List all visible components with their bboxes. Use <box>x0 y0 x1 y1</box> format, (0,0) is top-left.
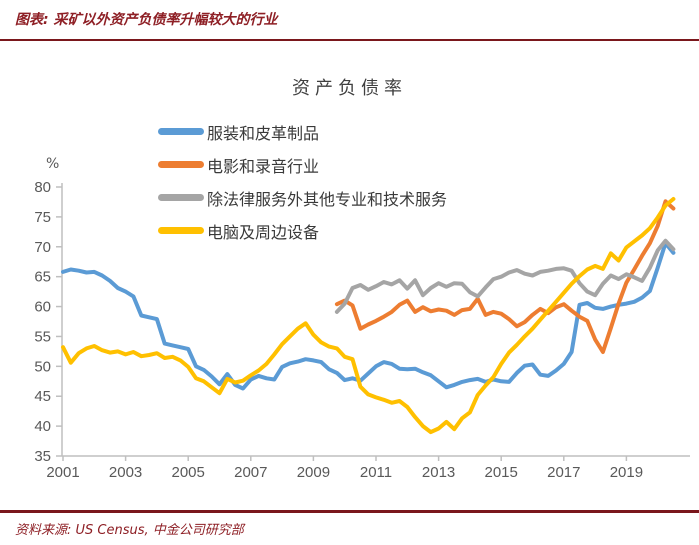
legend-swatch-icon <box>158 194 204 201</box>
figure-header-title: 图表: 采矿以外资产负债率升幅较大的行业 <box>15 12 278 28</box>
y-tick-label: 60 <box>34 299 51 316</box>
legend-swatch-icon <box>158 128 204 135</box>
x-tick-label: 2017 <box>547 464 580 481</box>
x-tick-label: 2011 <box>360 464 392 481</box>
source-note: 资料来源: US Census, 中金公司研究部 <box>15 523 244 538</box>
legend-label: 电脑及周边设备 <box>207 222 320 242</box>
legend-label: 服装和皮革制品 <box>207 123 320 143</box>
y-tick-label: 40 <box>34 418 51 435</box>
legend-swatch-icon <box>158 227 204 234</box>
series-line-3 <box>61 197 676 435</box>
y-tick-label: 80 <box>34 179 51 196</box>
y-tick-label: 50 <box>34 358 51 375</box>
series-line-0 <box>61 241 676 391</box>
y-tick-label: 75 <box>34 209 51 226</box>
y-tick-label: 65 <box>34 269 51 286</box>
x-tick-label: 2005 <box>172 464 205 481</box>
series-line-1 <box>334 199 676 354</box>
legend-label: 除法律服务外其他专业和技术服务 <box>207 189 448 209</box>
x-tick-label: 2003 <box>109 464 142 481</box>
series-line-2 <box>334 238 676 314</box>
y-axis-unit-label: % <box>46 156 60 172</box>
chart-legend: 服装和皮革制品 电影和录音行业除法律服务外其他专业和技术服务 电脑及周边设备 <box>158 115 447 247</box>
x-tick-label: 2013 <box>422 464 455 481</box>
legend-item-2: 除法律服务外其他专业和技术服务 <box>158 181 447 214</box>
x-tick-label: 2001 <box>46 464 79 481</box>
legend-item-3: 电脑及周边设备 <box>158 214 447 247</box>
x-tick-label: 2007 <box>234 464 267 481</box>
y-tick-label: 35 <box>34 448 51 465</box>
x-tick-label: 2009 <box>297 464 330 481</box>
legend-swatch-icon <box>158 161 204 168</box>
x-tick-label: 2019 <box>610 464 643 481</box>
footer-divider <box>0 510 699 513</box>
header-divider <box>0 39 699 41</box>
legend-item-1: 电影和录音行业 <box>158 148 447 181</box>
y-tick-label: 45 <box>34 388 51 405</box>
legend-label: 电影和录音行业 <box>207 156 320 176</box>
x-tick-label: 2015 <box>485 464 518 481</box>
legend-item-0: 服装和皮革制品 <box>158 115 447 148</box>
y-tick-label: 55 <box>34 328 51 345</box>
chart-title: 资产负债率 <box>292 78 407 99</box>
y-tick-label: 70 <box>34 239 51 256</box>
